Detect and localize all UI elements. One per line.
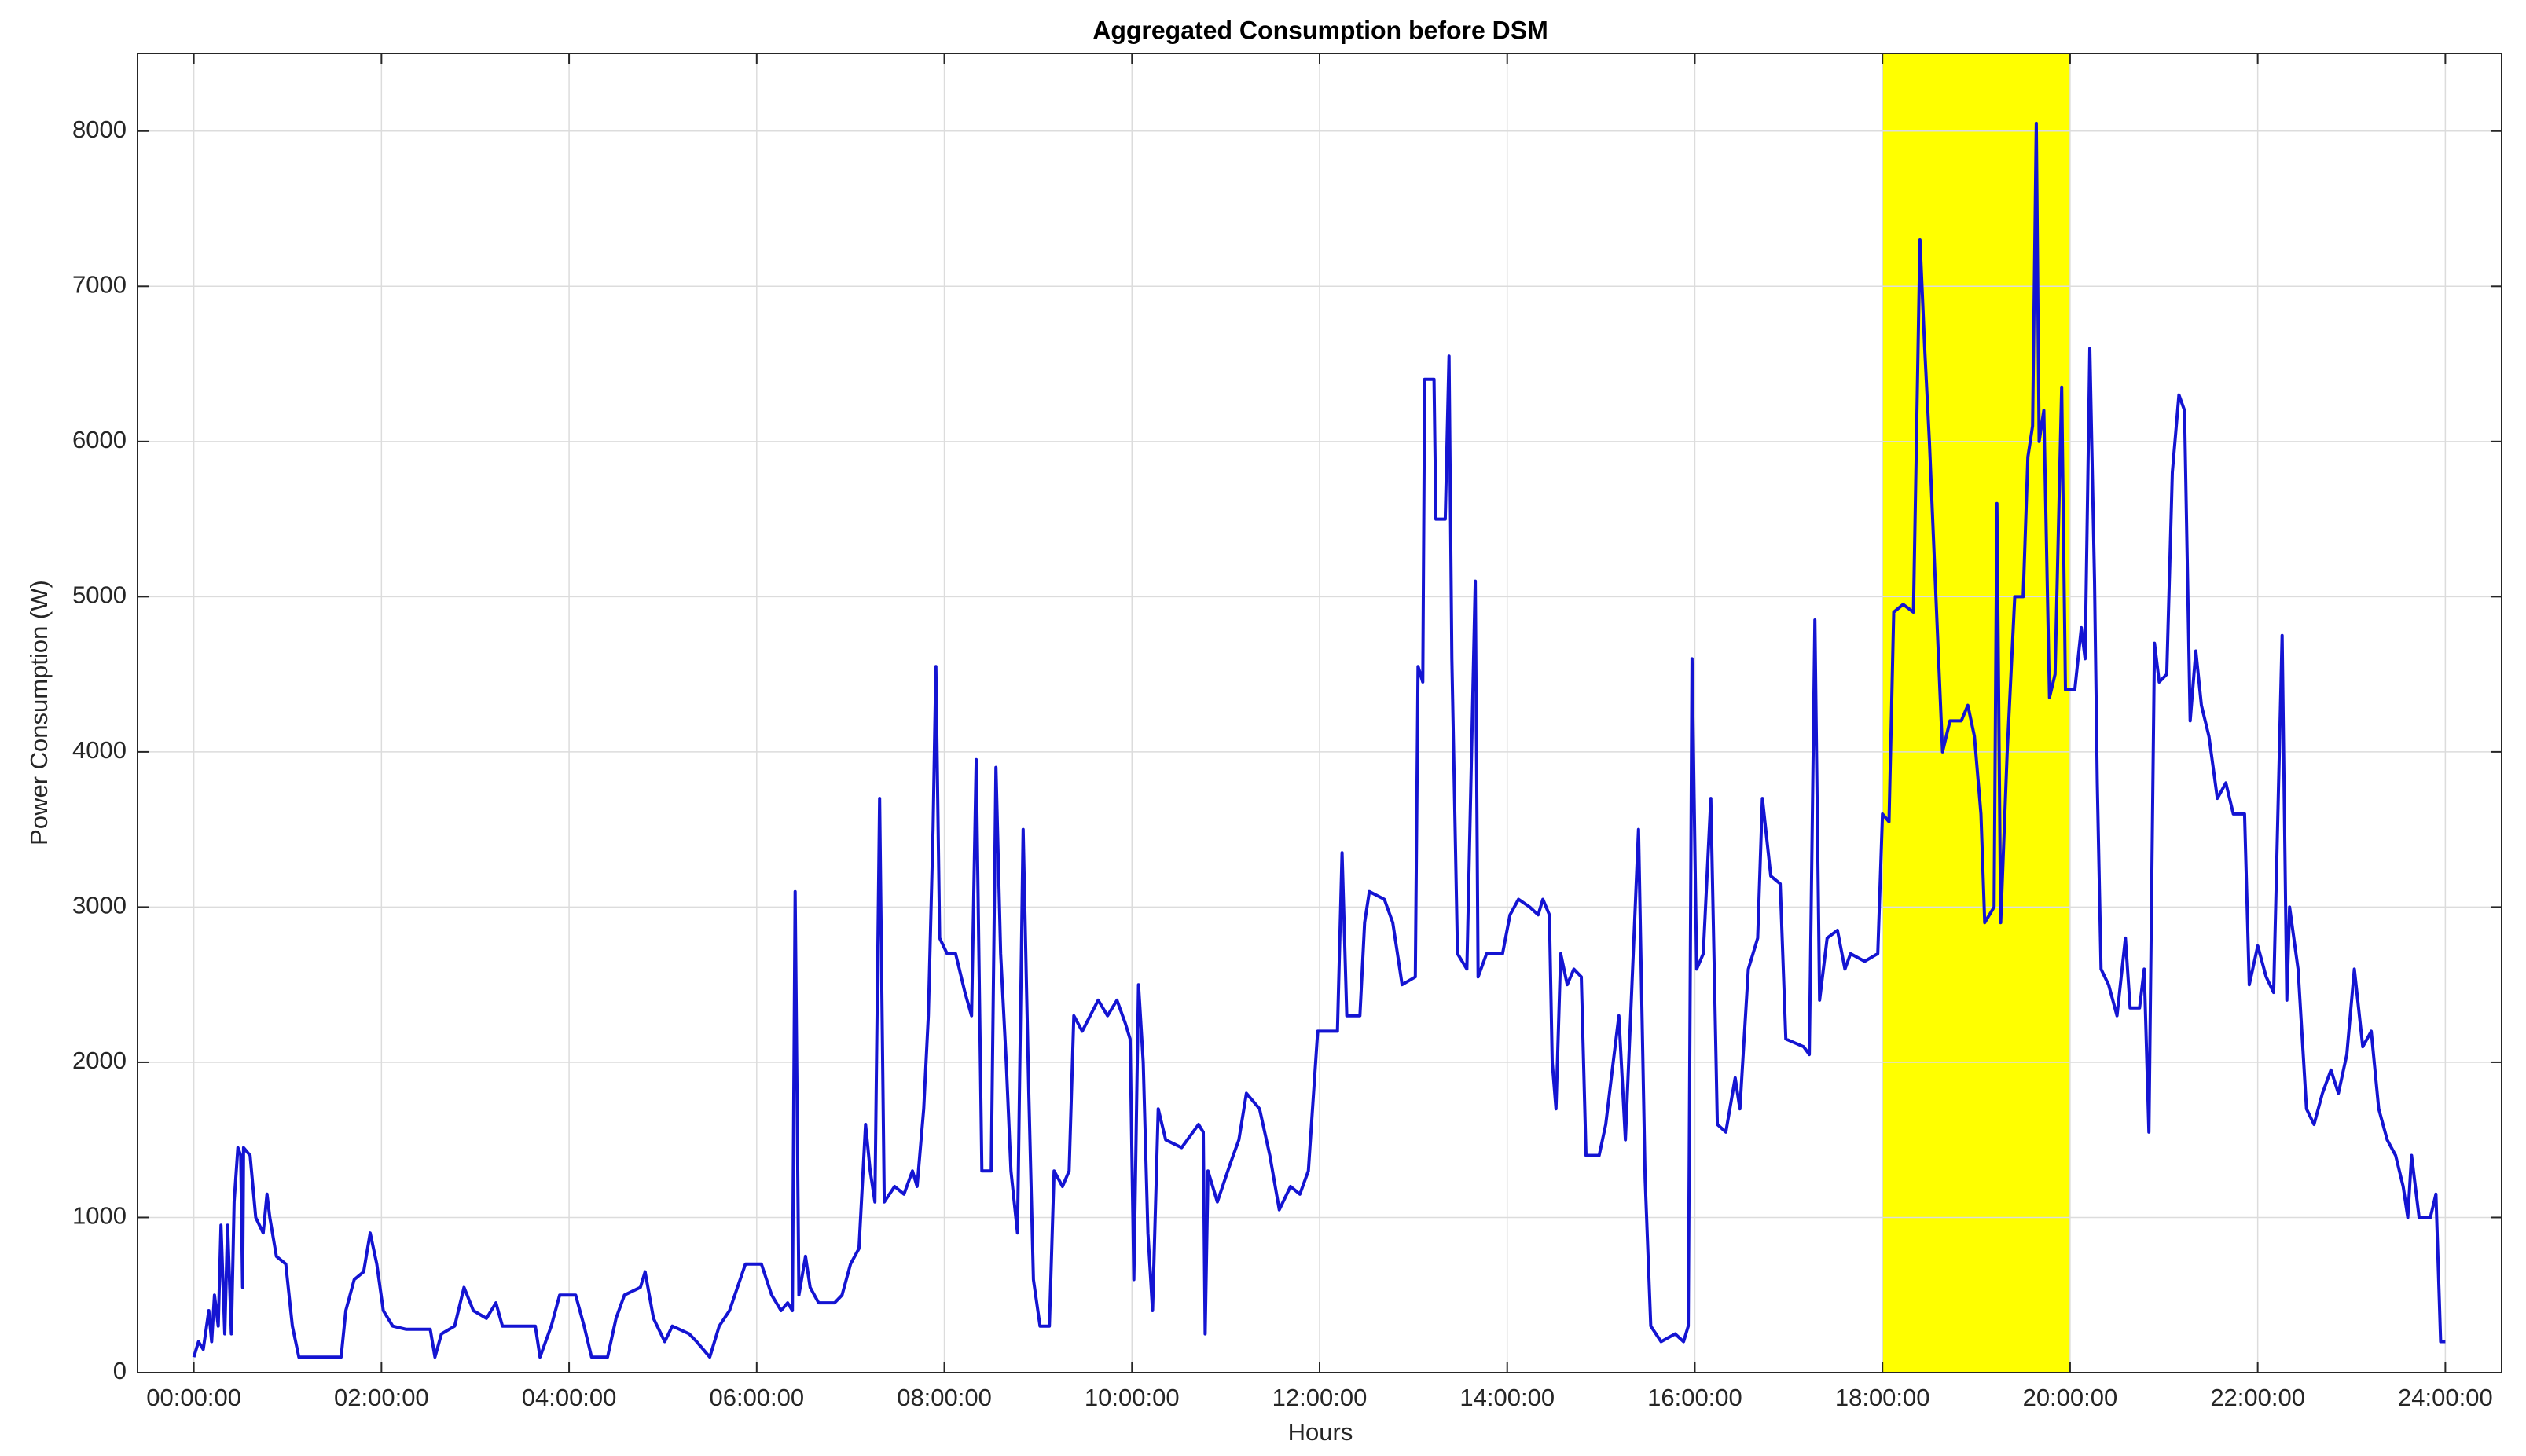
y-tick-label: 5000 bbox=[72, 581, 127, 609]
y-tick-label: 3000 bbox=[72, 892, 127, 919]
x-tick-label: 06:00:00 bbox=[709, 1384, 804, 1411]
y-tick-label: 8000 bbox=[72, 116, 127, 143]
x-tick-label: 10:00:00 bbox=[1085, 1384, 1180, 1411]
x-tick-label: 00:00:00 bbox=[146, 1384, 241, 1411]
x-tick-label: 24:00:00 bbox=[2398, 1384, 2493, 1411]
y-tick-label: 2000 bbox=[72, 1047, 127, 1074]
y-axis-label: Power Consumption (W) bbox=[25, 580, 53, 845]
x-tick-label: 14:00:00 bbox=[1459, 1384, 1555, 1411]
x-tick-label: 20:00:00 bbox=[2023, 1384, 2118, 1411]
x-tick-label: 16:00:00 bbox=[1647, 1384, 1742, 1411]
y-tick-label: 6000 bbox=[72, 426, 127, 453]
y-tick-label: 4000 bbox=[72, 736, 127, 764]
x-axis-label: Hours bbox=[1288, 1418, 1353, 1446]
x-tick-label: 22:00:00 bbox=[2210, 1384, 2305, 1411]
x-tick-label: 08:00:00 bbox=[897, 1384, 992, 1411]
y-tick-label: 1000 bbox=[72, 1202, 127, 1230]
x-tick-label: 12:00:00 bbox=[1272, 1384, 1368, 1411]
plot-frame bbox=[137, 53, 2502, 1373]
chart-title: Aggregated Consumption before DSM bbox=[1092, 16, 1548, 44]
x-tick-label: 02:00:00 bbox=[334, 1384, 429, 1411]
y-tick-label: 0 bbox=[113, 1357, 127, 1384]
highlight-band bbox=[1882, 53, 2070, 1373]
y-tick-label: 7000 bbox=[72, 270, 127, 298]
data-line bbox=[192, 121, 2446, 1359]
x-tick-label: 18:00:00 bbox=[1835, 1384, 1930, 1411]
x-tick-label: 04:00:00 bbox=[522, 1384, 617, 1411]
